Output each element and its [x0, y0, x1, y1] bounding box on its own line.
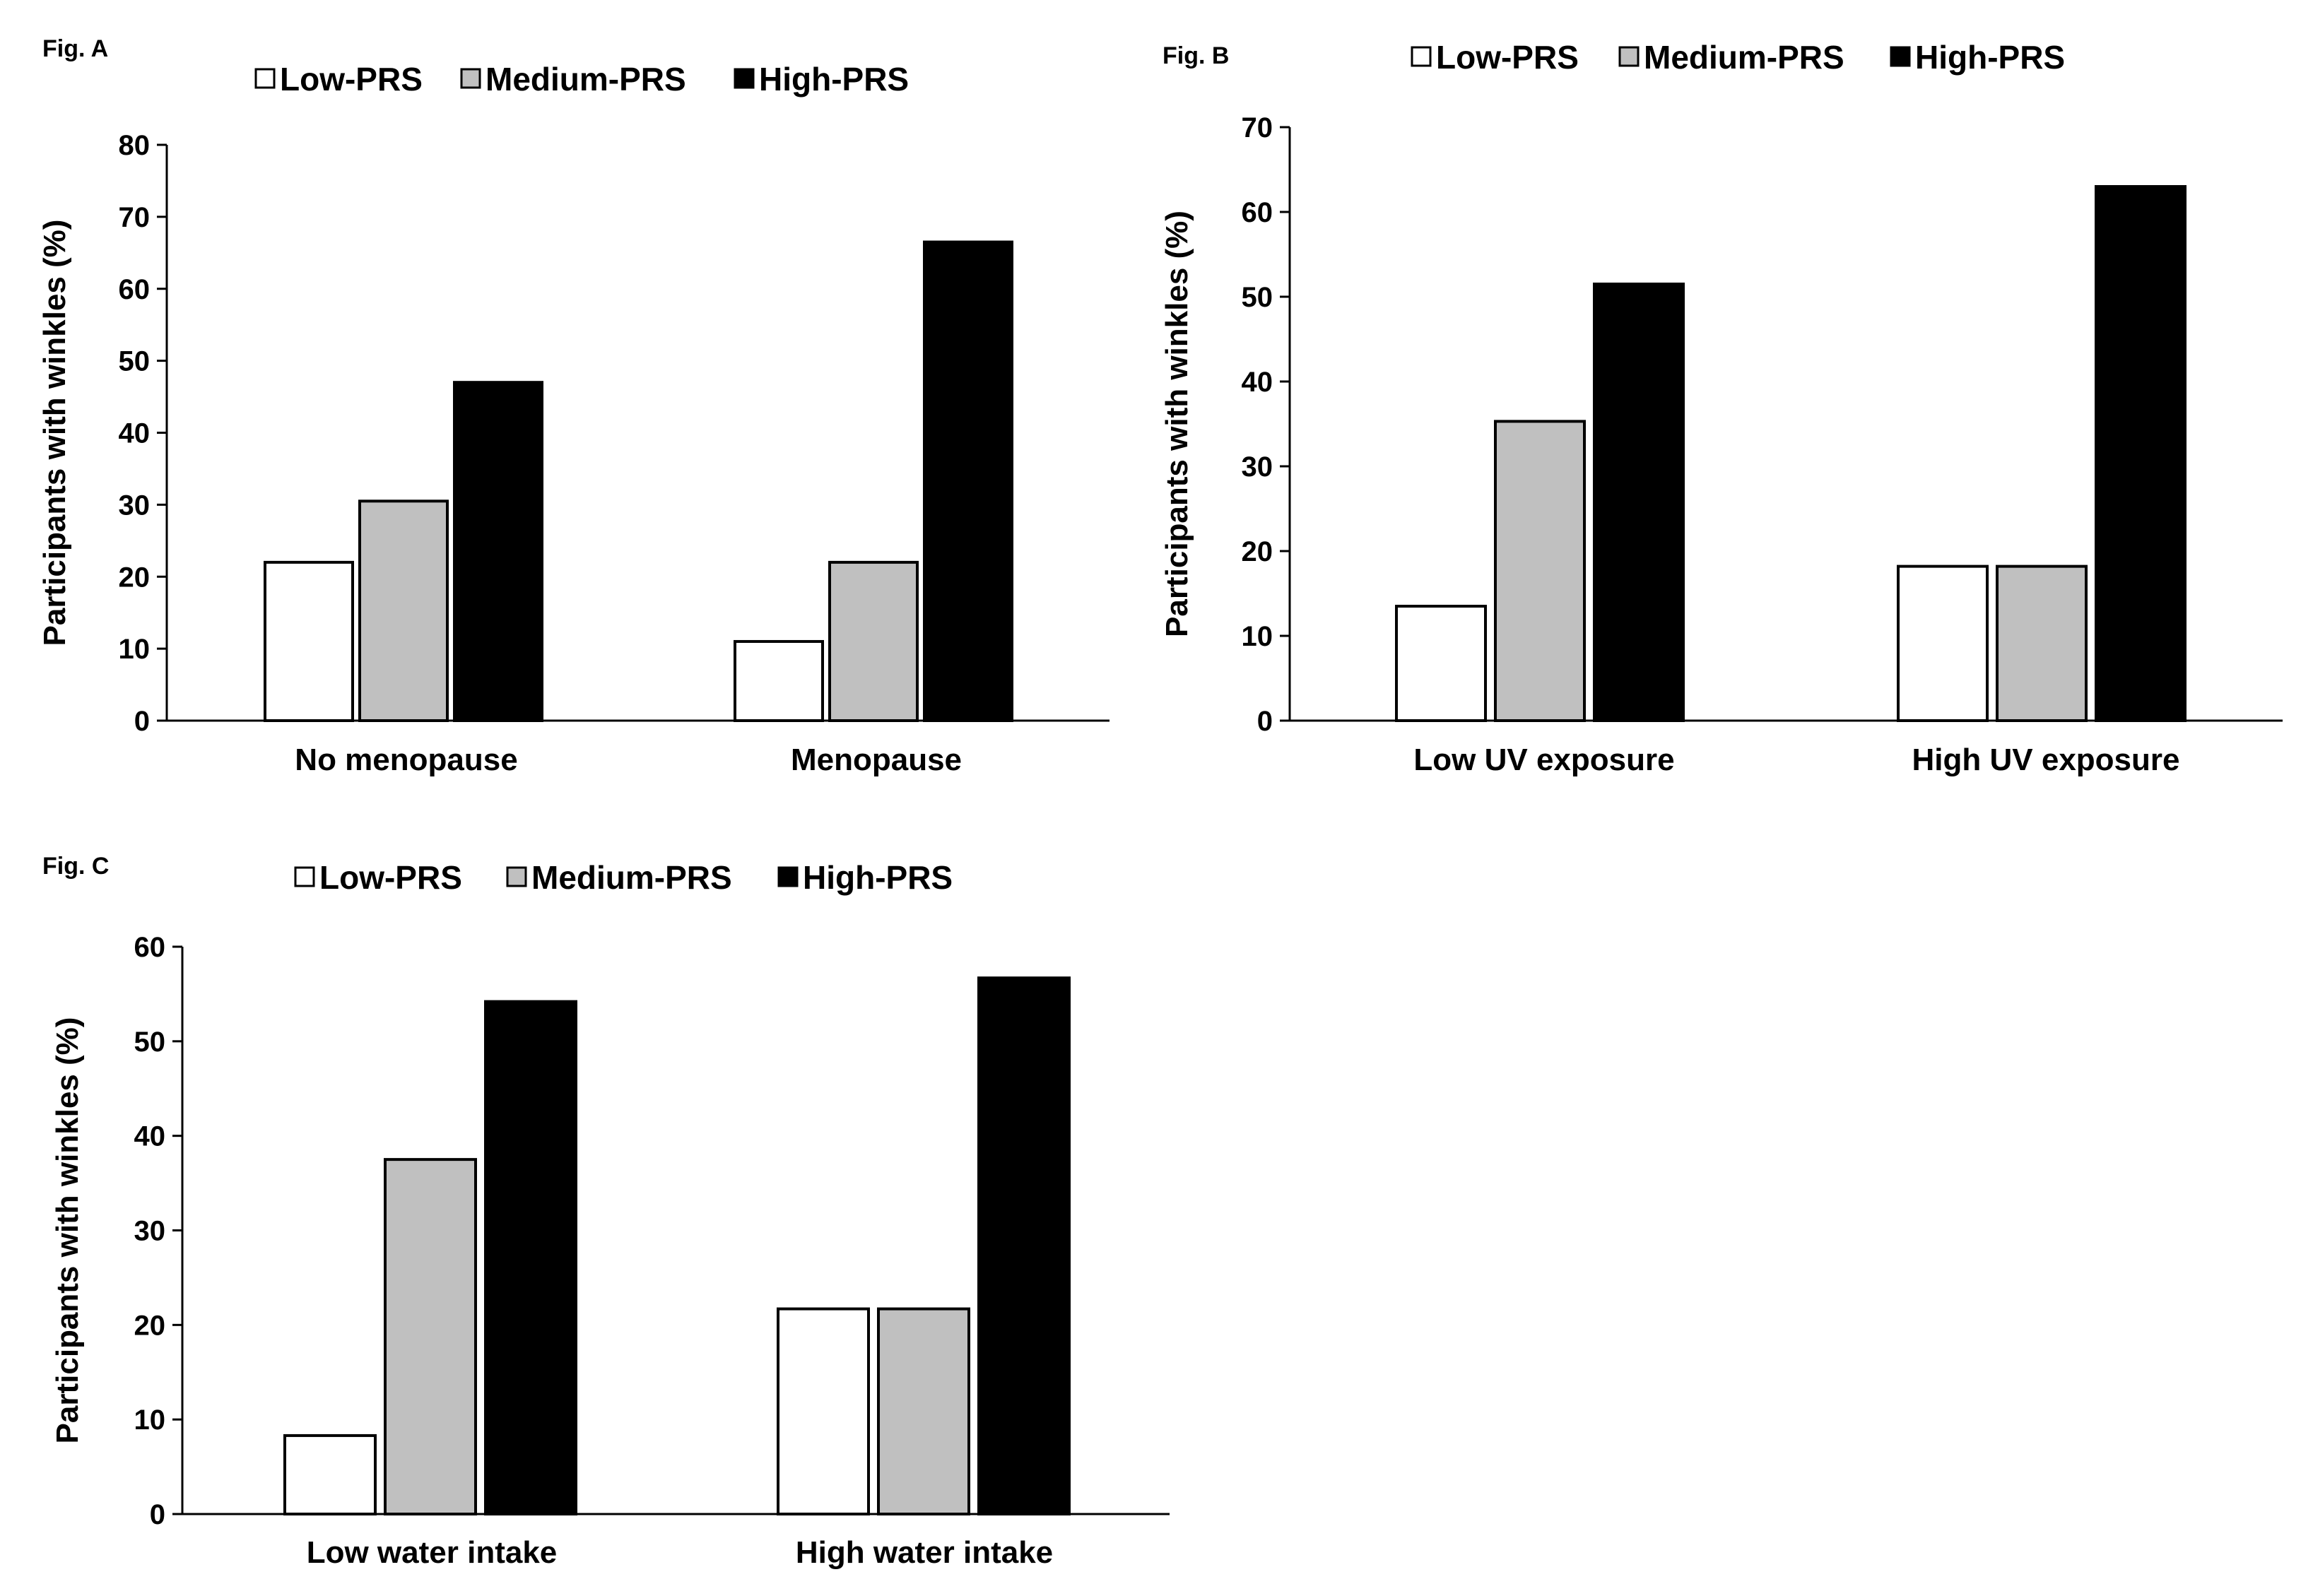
legend-swatch-low-prs — [294, 866, 315, 887]
bar-high-prs-high-water-intake — [977, 976, 1071, 1516]
legend-label-low-prs: Low-PRS — [280, 61, 423, 97]
y-tick-label: 40 — [1242, 367, 1273, 398]
y-tick-label: 30 — [1242, 451, 1273, 483]
y-tick-label: 20 — [1242, 536, 1273, 567]
x-category-label: No menopause — [295, 743, 517, 777]
figure-label: Fig. A — [42, 35, 108, 62]
bar-medium-prs-high-uv-exposure — [1996, 564, 2088, 722]
legend-swatch-low-prs — [254, 68, 276, 89]
x-category-label: Menopause — [791, 743, 962, 777]
y-tick-label: 60 — [1242, 197, 1273, 228]
legend-label-medium-prs: Medium-PRS — [485, 61, 686, 97]
chart-panel-a: Fig. A Low-PRS Medium-PRS High-PRS 0 10 20 30 40… — [37, 35, 1110, 777]
x-category-label: High UV exposure — [1912, 743, 2180, 777]
bar-high-prs-no-menopause — [453, 381, 543, 722]
legend-label-low-prs: Low-PRS — [1436, 39, 1579, 76]
legend-swatch-low-prs — [1411, 46, 1432, 67]
bar-low-prs-no-menopause — [264, 560, 354, 722]
y-tick-label: 20 — [134, 1310, 166, 1341]
bar-low-prs-high-water-intake — [777, 1307, 870, 1515]
legend-label-medium-prs: Medium-PRS — [1644, 39, 1844, 76]
figure-label: Fig. C — [42, 853, 109, 880]
y-tick-label: 80 — [119, 130, 151, 161]
y-tick-label: 10 — [134, 1405, 166, 1436]
legend-swatch-high-prs — [1890, 46, 1911, 67]
bar-medium-prs-low-uv-exposure — [1494, 420, 1586, 723]
y-tick-label: 30 — [119, 490, 151, 521]
y-tick-label: 0 — [134, 706, 150, 737]
y-axis-label: Participants with winkles (%) — [37, 220, 72, 646]
bar-low-prs-high-uv-exposure — [1897, 564, 1989, 722]
chart-panel-c: Fig. C Low-PRS Medium-PRS High-PRS 0 10 20 30 40… — [42, 853, 1170, 1570]
x-category-label: Low water intake — [307, 1535, 558, 1570]
legend-label-high-prs: High-PRS — [759, 61, 909, 97]
y-tick-label: 70 — [1242, 112, 1273, 143]
bar-medium-prs-high-water-intake — [877, 1307, 970, 1515]
y-tick-label: 0 — [1257, 706, 1273, 737]
y-tick-label: 60 — [134, 932, 166, 963]
y-tick-label: 0 — [150, 1499, 165, 1530]
y-axis-label: Participants with winkles (%) — [1160, 211, 1194, 637]
y-tick-label: 20 — [119, 562, 151, 593]
y-tick-label: 10 — [1242, 621, 1273, 652]
bar-high-prs-high-uv-exposure — [2095, 185, 2187, 722]
legend-swatch-medium-prs — [460, 68, 481, 89]
y-tick-label: 50 — [119, 346, 151, 377]
x-category-label: Low UV exposure — [1413, 743, 1674, 777]
bar-high-prs-menopause — [923, 240, 1013, 722]
bar-high-prs-low-uv-exposure — [1593, 283, 1685, 722]
bar-low-prs-menopause — [734, 639, 824, 722]
legend-label-low-prs: Low-PRS — [319, 859, 462, 896]
y-axis-label: Participants with winkles (%) — [50, 1017, 85, 1444]
bar-low-prs-low-water-intake — [283, 1434, 377, 1515]
legend-swatch-high-prs — [777, 866, 799, 887]
legend-label-high-prs: High-PRS — [1915, 39, 2065, 76]
y-tick-label: 30 — [134, 1216, 166, 1247]
legend-swatch-high-prs — [734, 68, 755, 89]
y-tick-label: 50 — [1242, 282, 1273, 313]
bar-medium-prs-low-water-intake — [384, 1158, 477, 1515]
y-tick-label: 40 — [134, 1121, 166, 1152]
legend-swatch-medium-prs — [506, 866, 527, 887]
y-tick-label: 60 — [119, 274, 151, 305]
legend-label-high-prs: High-PRS — [803, 859, 953, 896]
y-tick-label: 40 — [119, 418, 151, 449]
figure-label: Fig. B — [1163, 42, 1229, 69]
legend-label-medium-prs: Medium-PRS — [531, 859, 732, 896]
bar-low-prs-low-uv-exposure — [1395, 605, 1487, 722]
y-tick-label: 10 — [119, 634, 151, 665]
legend-swatch-medium-prs — [1618, 46, 1640, 67]
chart-panel-b: Fig. B Low-PRS Medium-PRS High-PRS 0 10 20 30 40… — [1160, 39, 2283, 777]
y-tick-label: 70 — [119, 202, 151, 233]
bar-high-prs-low-water-intake — [484, 1000, 577, 1515]
bar-medium-prs-no-menopause — [358, 500, 449, 722]
bar-medium-prs-menopause — [828, 560, 919, 722]
x-category-label: High water intake — [796, 1535, 1053, 1570]
y-tick-label: 50 — [134, 1027, 166, 1058]
